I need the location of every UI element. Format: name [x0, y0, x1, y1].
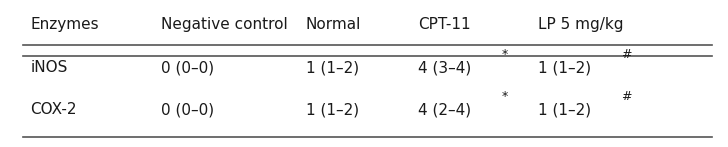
- Text: 4 (2–4): 4 (2–4): [419, 102, 472, 117]
- Text: Normal: Normal: [306, 17, 361, 32]
- Text: *: *: [502, 48, 508, 61]
- Text: 0 (0–0): 0 (0–0): [161, 102, 214, 117]
- Text: 1 (1–2): 1 (1–2): [538, 102, 591, 117]
- Text: Negative control: Negative control: [161, 17, 288, 32]
- Text: 0 (0–0): 0 (0–0): [161, 60, 214, 75]
- Text: #: #: [622, 90, 632, 103]
- Text: COX-2: COX-2: [31, 102, 77, 117]
- Text: 4 (3–4): 4 (3–4): [419, 60, 472, 75]
- Text: *: *: [502, 90, 508, 103]
- Text: iNOS: iNOS: [31, 60, 68, 75]
- Text: #: #: [622, 48, 632, 61]
- Text: Enzymes: Enzymes: [31, 17, 99, 32]
- Text: 1 (1–2): 1 (1–2): [306, 102, 359, 117]
- Text: 1 (1–2): 1 (1–2): [538, 60, 591, 75]
- Text: 1 (1–2): 1 (1–2): [306, 60, 359, 75]
- Text: CPT-11: CPT-11: [419, 17, 471, 32]
- Text: LP 5 mg/kg: LP 5 mg/kg: [538, 17, 624, 32]
